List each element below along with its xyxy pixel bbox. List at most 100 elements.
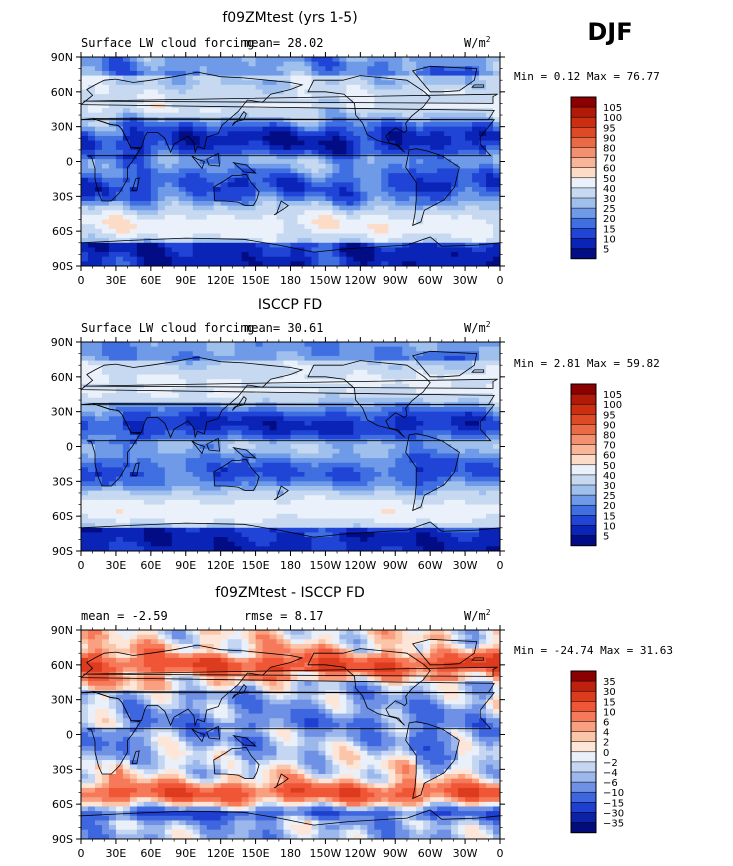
contour-cell [108, 89, 117, 95]
contour-cell [122, 397, 131, 403]
contour-cell [269, 191, 278, 197]
contour-cell [332, 126, 340, 132]
contour-cell [220, 149, 229, 156]
contour-cell [241, 388, 250, 394]
contour-cell [486, 351, 494, 357]
contour-cell [234, 159, 243, 165]
contour-cell [227, 149, 236, 156]
contour-cell [122, 145, 131, 151]
contour-cell [255, 108, 264, 114]
contour-cell [486, 191, 494, 197]
contour-cell [108, 490, 117, 496]
contour-cell [101, 163, 110, 170]
contour-cell [101, 108, 110, 114]
contour-cell [444, 200, 452, 207]
contour-cell [248, 495, 257, 501]
contour-cell [220, 210, 229, 216]
contour-cell [150, 242, 159, 249]
contour-cell [388, 228, 396, 235]
contour-cell [87, 365, 96, 371]
contour-cell [283, 191, 292, 197]
contour-cell [213, 252, 222, 258]
contour-cell [458, 261, 466, 266]
contour-cell [234, 66, 243, 72]
contour-cell [101, 434, 110, 441]
contour-cell [143, 80, 152, 86]
contour-cell [416, 467, 424, 473]
contour-cell [94, 89, 103, 95]
contour-cell [157, 126, 166, 132]
contour-cell [402, 374, 410, 380]
contour-cell [430, 173, 438, 179]
contour-cell [143, 467, 152, 473]
contour-cell [276, 407, 285, 413]
contour-cell [115, 80, 124, 86]
contour-cell [416, 135, 424, 142]
contour-cell [472, 177, 480, 183]
colorbar-swatch [570, 207, 597, 219]
contour-cell [423, 481, 431, 487]
contour-cell [416, 453, 424, 459]
contour-cell [437, 425, 445, 431]
contour-cell [199, 467, 208, 473]
contour-cell [479, 444, 487, 450]
contour-cell [136, 228, 145, 235]
contour-cell [94, 126, 103, 132]
contour-cell [213, 70, 222, 77]
contour-cell [164, 242, 173, 249]
contour-cell [276, 145, 285, 151]
contour-cell [367, 434, 375, 441]
contour-cell [94, 238, 103, 244]
contour-cell [423, 485, 431, 492]
contour-cell [192, 154, 201, 160]
contour-cell [444, 434, 452, 441]
contour-cell [374, 131, 382, 137]
contour-cell [486, 205, 494, 211]
coastlines [81, 65, 500, 266]
contour-cell [283, 84, 292, 91]
contour-cell [81, 145, 89, 151]
contour-cell [444, 112, 452, 118]
contour-cell [171, 393, 180, 399]
contour-cell [234, 200, 243, 207]
contour-cell [206, 472, 215, 478]
contour-cell [486, 149, 494, 156]
contour-cell [157, 462, 166, 468]
contour-cell [115, 187, 124, 193]
contour-cell [206, 393, 215, 399]
contour-cell [416, 444, 424, 450]
contour-cell [318, 131, 327, 137]
contour-cell [304, 369, 313, 376]
contour-cell [444, 159, 452, 165]
contour-cell [220, 453, 229, 459]
contour-cell [444, 89, 452, 95]
contour-cell [430, 57, 438, 63]
contour-cell [339, 126, 347, 132]
contour-cell [360, 495, 368, 501]
contour-cell [472, 256, 480, 262]
contour-cell [234, 360, 243, 366]
contour-cell [87, 411, 96, 417]
contour-cell [325, 200, 333, 207]
contour-cell [332, 238, 340, 244]
contour-cell [374, 173, 382, 179]
contour-cell [346, 61, 354, 67]
contour-cell [479, 159, 487, 165]
contour-cell [444, 84, 452, 91]
contour-cell [346, 448, 354, 455]
contour-cell [157, 154, 166, 160]
x-tick-label: 150E [242, 274, 270, 287]
contour-cell [101, 135, 110, 142]
contour-cell [185, 351, 194, 357]
contour-cell [269, 247, 278, 253]
contour-cell [479, 98, 487, 105]
contour-cell [353, 360, 361, 366]
contour-cell [493, 75, 500, 81]
contour-cell [381, 89, 389, 95]
contour-cell [318, 247, 327, 253]
contour-cell [304, 191, 313, 197]
contour-cell [87, 191, 96, 197]
contour-cell [479, 346, 487, 352]
contour-cell [178, 351, 187, 357]
contour-cell [486, 252, 494, 258]
